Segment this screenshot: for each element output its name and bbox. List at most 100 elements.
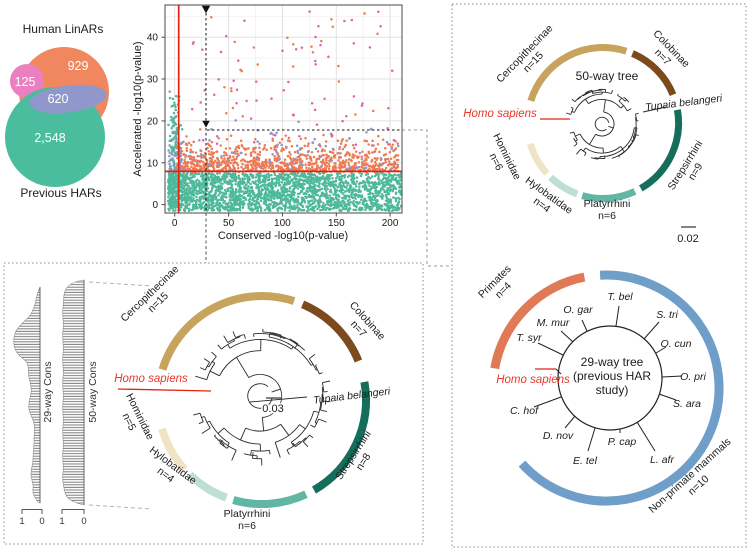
venn-overlap-lens — [29, 84, 107, 114]
axis-ticks — [161, 36, 391, 217]
tree-50way-bottom: Homo sapiens Tupaia belangeri Cercopithe… — [114, 263, 391, 532]
tree-50way-top: 50-way tree Homo sapiens Tupaia belanger… — [463, 22, 723, 246]
species-o-gar: O. gar — [563, 304, 593, 316]
y-tick-10: 10 — [147, 158, 159, 169]
tupaia-branch-top — [642, 106, 667, 113]
clade-arc — [300, 300, 363, 363]
track-50way-axis-max: 1 — [59, 516, 64, 527]
triangle-marker-point — [202, 120, 210, 128]
homo-sapiens-label-bottom-left: Homo sapiens — [114, 373, 188, 385]
plot-border — [164, 4, 403, 214]
track-50way-axis-min: 0 — [81, 516, 86, 527]
y-axis-label: Accelerated -log10(p-value) — [132, 41, 144, 176]
venn-count-linars-only: 929 — [68, 59, 89, 73]
group-label-non-primate-mammals: Non-primate mammals n=10 — [647, 436, 734, 516]
tree-29way-branches — [533, 305, 683, 452]
clade-label-cercopithecinae-top: Cercopithecinae n=15 — [494, 22, 555, 85]
clade-name: Colobinae — [650, 28, 692, 70]
clade-label-strepsirrhini-bottom: Strepsirrhini n=8 — [333, 429, 374, 483]
scale-label-bottom: 0.03 — [262, 403, 283, 415]
track-50way-silhouette — [62, 279, 85, 506]
clade-name: Platyrrhini — [584, 198, 631, 210]
threshold-lines — [165, 5, 402, 213]
x-tick-0: 0 — [172, 218, 178, 229]
venn-circle-previous-hars — [5, 87, 105, 187]
panel-connectors — [205, 129, 451, 267]
species-l-afr: L. afr — [650, 454, 674, 466]
conservation-tracks: 29-way Cons 50-way Cons 1 0 1 0 — [13, 279, 153, 527]
tree-29way-title-line3: study) — [596, 383, 629, 397]
clade-label-hominidae-bottom: Hominidae n=5 — [120, 391, 157, 442]
species-p-cap: P. cap — [608, 436, 637, 448]
tree-29way-ring — [557, 325, 663, 431]
track-29way-axis-min: 0 — [39, 516, 44, 527]
species-s-tri: S. tri — [656, 309, 678, 321]
x-tick-150: 150 — [328, 218, 345, 229]
clade-name: Platyrrhini — [224, 508, 271, 520]
species-e-tel: E. tel — [573, 455, 598, 467]
species-t-syr: T. syr — [516, 332, 542, 344]
venn-title-top: Human LinARs — [23, 22, 104, 36]
track-29way-silhouette — [13, 286, 41, 504]
clade-arc — [187, 471, 228, 502]
species-t-bel: T. bel — [607, 291, 633, 303]
tree-29way-title-line2: (previous HAR — [573, 369, 651, 383]
species-o-cun: O. cun — [661, 338, 692, 350]
clade-label-hominidae-top: Hominidae n=6 — [487, 131, 524, 182]
tupaia-label-bottom: Tupaia belangeri — [312, 385, 391, 406]
scatter-plot: 0 10 20 30 40 0 50 100 150 200 Conserved… — [132, 4, 403, 242]
triangle-marker-top — [201, 5, 211, 14]
venn-count-overlap: 620 — [48, 92, 69, 106]
tree-50way-top-arcs — [527, 44, 683, 202]
species-d-nov: D. nov — [543, 430, 574, 442]
clade-arc — [638, 109, 683, 192]
x-tick-200: 200 — [382, 218, 399, 229]
venn-count-previous-only: 2,548 — [34, 131, 65, 145]
venn-title-bottom: Previous HARs — [20, 186, 101, 200]
species-c-hof: C. hof — [510, 405, 539, 417]
y-tick-30: 30 — [147, 75, 159, 86]
venn-circle-pink — [10, 64, 44, 98]
clade-label-colobinae-top: Colobinae n=7 — [650, 28, 692, 70]
scale-label-top: 0.02 — [677, 233, 698, 245]
clade-arc — [548, 174, 579, 198]
clade-n: n=6 — [598, 210, 616, 222]
clade-name: Cercopithecinae — [118, 263, 181, 324]
species-m-mur: M. mur — [537, 317, 570, 329]
y-tick-0: 0 — [152, 200, 158, 211]
tree-29way: 29-way tree (previous HAR study) T. bel … — [476, 263, 734, 516]
x-tick-100: 100 — [274, 218, 291, 229]
clade-arc — [158, 292, 296, 371]
tupaia-branch-bottom — [249, 396, 308, 403]
tree-50way-top-title: 50-way tree — [576, 69, 639, 83]
tree-50way-bottom-arcs — [158, 292, 370, 508]
bottom-left-panel-border — [3, 262, 424, 545]
y-tick-labels: 0 10 20 30 40 — [147, 33, 159, 211]
homo-sapiens-label-top: Homo sapiens — [463, 108, 537, 120]
species-o-pri: O. pri — [680, 371, 706, 383]
x-tick-50: 50 — [223, 218, 235, 229]
clade-arc — [631, 50, 677, 97]
tree-29way-species-labels: T. bel S. tri O. cun O. pri S. ara L. af… — [510, 291, 707, 467]
clade-arc — [518, 270, 724, 506]
track-29way-axis-bracket — [21, 509, 43, 514]
clade-label-platyrrhini-bottom: Platyrrhini n=6 — [224, 508, 271, 532]
track-tree-connector-top — [88, 281, 153, 287]
x-tick-labels: 0 50 100 150 200 — [172, 218, 399, 229]
clade-arc — [527, 142, 550, 176]
group-name: Non-primate mammals — [647, 436, 734, 516]
connector-elbow — [402, 129, 451, 267]
clade-n: n=6 — [238, 520, 256, 532]
clade-arc — [158, 427, 188, 473]
grid-major — [165, 5, 402, 213]
right-panel-border — [451, 3, 747, 548]
tree-50way-top-cladogram — [565, 88, 639, 160]
crosshair — [201, 5, 402, 213]
tree-29way-arcs — [490, 270, 724, 506]
clade-arc — [232, 490, 308, 508]
track-29way-axis-max: 1 — [19, 516, 24, 527]
homo-sapiens-label-29way: Homo sapiens — [496, 374, 570, 386]
tupaia-label-top: Tupaia belangeri — [644, 92, 723, 113]
clade-arc — [311, 381, 370, 494]
